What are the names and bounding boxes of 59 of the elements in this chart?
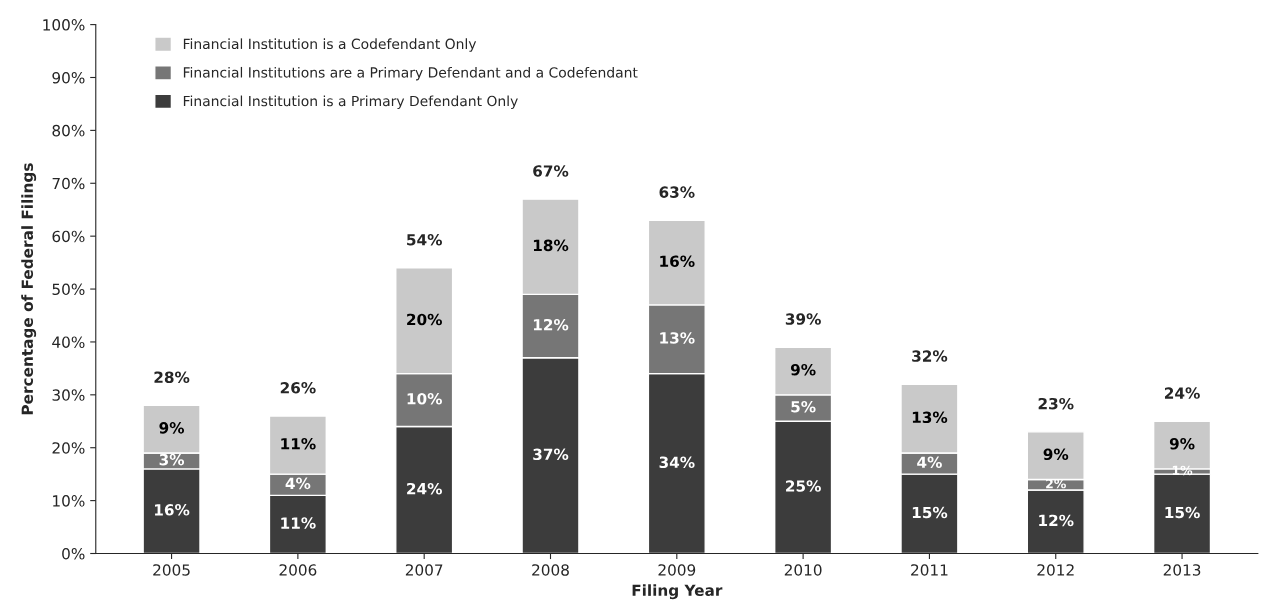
x-tick-label: 2009 [658,564,696,576]
x-tick-label: 2008 [532,564,569,576]
total-label: 39% [785,313,821,325]
data-label: 25% [786,480,821,492]
total-label: 26% [280,382,316,394]
total-label: 67% [533,165,569,177]
y-tick-label: 90% [52,71,85,84]
x-tick-label: 2005 [153,564,190,576]
x-tick-label: 2007 [405,564,443,576]
data-label: 12% [1039,514,1074,527]
data-label: 11% [281,437,316,450]
data-label: 9% [1043,448,1069,461]
data-label: 3% [159,453,185,466]
data-label: 37% [533,448,569,461]
x-tick-label: 2010 [784,564,822,576]
total-label: 28% [154,371,190,383]
y-tick-label: 80% [52,124,85,137]
x-tick-label: 2012 [1037,564,1074,576]
y-axis-title: Percentage of Federal Filings [21,163,37,415]
data-label: 12% [533,318,569,331]
data-label: 11% [281,517,316,529]
x-tick-label: 2006 [279,564,317,576]
data-label: 15% [1165,506,1200,519]
total-label: 54% [407,233,442,246]
y-tick-label: 50% [52,283,85,296]
data-label: 4% [917,456,942,469]
x-tick-label: 2013 [1163,564,1201,576]
data-label: 13% [912,411,948,424]
y-tick-label: 20% [52,442,85,454]
y-tick-label: 60% [52,230,85,243]
y-tick-label: 0% [62,547,85,560]
legend-label: Financial Institutions are a Primary Defendant and a Codefendant [183,66,638,81]
legend-label: Financial Institution is a Codefendant Only [183,38,477,52]
y-tick-label: 40% [52,336,85,348]
total-label: 32% [912,350,948,362]
data-label: 34% [659,456,695,469]
legend-label: Financial Institution is a Primary Defendant Only [183,95,518,109]
x-axis-title: Filing Year [632,584,723,600]
data-label: 15% [912,506,948,519]
data-label: 10% [407,393,442,405]
data-label: 9% [159,422,185,434]
y-tick-label: 70% [52,177,85,190]
total-label: 24% [1164,387,1200,399]
data-label: 9% [790,363,816,376]
x-tick-label: 2011 [911,564,948,576]
y-tick-label: 30% [52,389,85,401]
y-tick-label: 10% [53,495,85,507]
data-label: 16% [155,504,190,516]
data-label: 5% [791,400,816,413]
data-label: 18% [533,239,569,252]
data-label: 20% [407,313,442,326]
total-label: 23% [1038,397,1074,410]
data-label: 4% [285,477,311,490]
data-label: 9% [1169,437,1195,450]
data-label: 24% [407,482,442,495]
y-tick-label: 100% [43,19,85,31]
data-label: 16% [660,255,695,268]
data-label: 13% [660,332,695,344]
total-label: 63% [659,186,695,198]
